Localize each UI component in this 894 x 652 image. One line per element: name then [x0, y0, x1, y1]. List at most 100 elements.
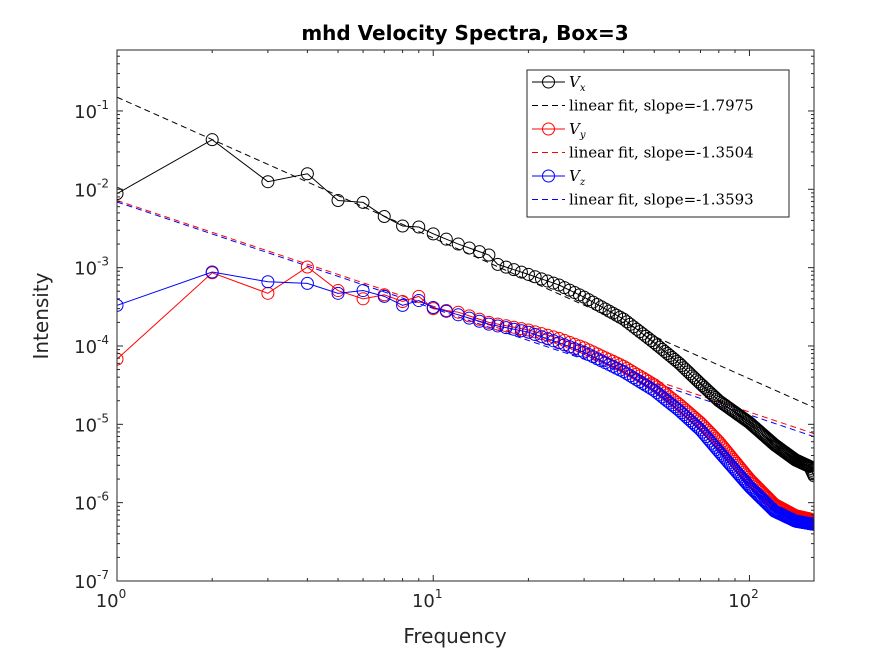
- data-point-vx: [331, 193, 345, 207]
- legend-fit-label-vy: linear fit, slope=-1.3504: [569, 144, 754, 162]
- data-point-vx: [356, 195, 370, 209]
- data-point-vy: [331, 284, 345, 298]
- data-point-vz: [507, 322, 521, 336]
- y-tick-label: 10-4: [74, 333, 109, 358]
- data-point-vz: [412, 294, 426, 308]
- legend: Vx linear fit, slope=-1.7975 Vy linear fit,…: [526, 69, 790, 218]
- data-point-vz: [744, 481, 758, 495]
- y-tick-label: 10-3: [74, 255, 109, 280]
- data-point-vx: [472, 245, 486, 259]
- legend-fit-label-vx: linear fit, slope=-1.7975: [569, 97, 754, 115]
- data-point-vx: [805, 465, 814, 479]
- fit-line-vz: [117, 201, 814, 438]
- legend-marker-vy: [542, 122, 555, 136]
- data-point-vz: [356, 284, 370, 298]
- y-tick-label: 10-2: [74, 176, 109, 201]
- data-point-vz: [528, 327, 542, 341]
- data-point-vx: [426, 227, 440, 241]
- plot-area: [117, 96, 814, 531]
- legend-fit-label-vz: linear fit, slope=-1.3593: [569, 191, 754, 209]
- data-point-vy: [356, 292, 370, 306]
- x-tick-label: 101: [412, 587, 443, 612]
- data-point-vx: [705, 387, 719, 401]
- data-point-vy: [620, 361, 634, 375]
- data-point-vx: [804, 463, 814, 477]
- data-point-vx: [610, 308, 624, 322]
- data-point-vz: [620, 367, 634, 381]
- data-point-vz: [439, 304, 453, 318]
- fit-line-vy: [117, 200, 814, 435]
- data-point-vz: [331, 286, 345, 300]
- data-point-vx: [514, 265, 528, 279]
- data-point-vz: [300, 276, 314, 290]
- data-point-vx: [491, 257, 505, 271]
- data-point-vy: [412, 289, 426, 303]
- data-point-vy: [396, 294, 410, 308]
- data-point-vx: [602, 304, 616, 318]
- data-point-vx: [806, 467, 814, 481]
- data-point-vx: [439, 232, 453, 246]
- data-point-vz: [205, 265, 219, 279]
- y-tick-label: 10-1: [74, 98, 109, 123]
- data-point-vx: [396, 219, 410, 233]
- data-point-vz: [261, 275, 275, 289]
- data-point-vx: [617, 312, 631, 326]
- series-markers-vz: [117, 265, 814, 531]
- data-point-vx: [546, 276, 560, 290]
- data-point-vx: [499, 260, 513, 274]
- data-point-vz: [742, 480, 756, 494]
- data-point-vy: [300, 260, 314, 274]
- data-point-vx: [598, 302, 612, 316]
- y-axis-label: Intensity: [29, 272, 53, 359]
- x-axis-label: Frequency: [403, 624, 506, 648]
- legend-marker-vz: [542, 169, 555, 183]
- data-point-vz: [535, 330, 549, 344]
- data-point-vz: [541, 332, 555, 346]
- data-point-vz: [462, 311, 476, 325]
- y-tick-label: 10-5: [74, 411, 109, 436]
- y-tick-label: 10-7: [74, 568, 109, 593]
- data-point-vx: [261, 175, 275, 189]
- legend-box: [526, 69, 790, 218]
- data-point-vx: [117, 187, 124, 201]
- data-point-vx: [412, 220, 426, 234]
- data-point-vx: [620, 315, 634, 329]
- data-point-vz: [499, 321, 513, 335]
- data-point-vy: [617, 359, 631, 373]
- plot-clip-group: [117, 96, 814, 531]
- x-tick-label: 100: [96, 587, 127, 612]
- data-point-vz: [623, 369, 637, 383]
- data-point-vx: [613, 310, 627, 324]
- data-point-vx: [703, 386, 717, 399]
- data-point-vx: [807, 469, 814, 483]
- data-point-vz: [617, 365, 631, 379]
- data-point-vx: [205, 133, 219, 147]
- data-point-vz: [807, 517, 814, 531]
- data-point-vx: [521, 267, 535, 281]
- data-point-vx: [300, 167, 314, 181]
- data-point-vz: [472, 314, 486, 328]
- data-point-vz: [627, 371, 641, 385]
- legend-marker-vx: [542, 75, 555, 89]
- data-point-vx: [653, 340, 667, 354]
- legend-label-vy: Vy: [569, 120, 586, 141]
- series-markers-vx: [117, 133, 814, 483]
- legend-label-vx: Vx: [569, 73, 586, 94]
- axis-ticks: 100 101 102 10-7 10-6 10-5 10-4 10-3 10-2 10-1: [74, 50, 814, 612]
- data-point-vz: [491, 319, 505, 333]
- data-point-vz: [426, 300, 440, 314]
- data-point-vz: [514, 324, 528, 338]
- data-point-vx: [482, 248, 496, 262]
- data-point-vz: [117, 298, 124, 312]
- data-point-vx: [507, 263, 521, 277]
- data-point-vz: [521, 325, 535, 339]
- data-point-vx: [535, 272, 549, 286]
- data-point-vx: [804, 461, 814, 475]
- data-point-vz: [482, 317, 496, 331]
- data-point-vz: [377, 289, 391, 303]
- data-point-vx: [594, 300, 608, 314]
- data-point-vx: [606, 306, 620, 320]
- data-point-vx: [541, 274, 555, 288]
- y-tick-label: 10-6: [74, 490, 109, 515]
